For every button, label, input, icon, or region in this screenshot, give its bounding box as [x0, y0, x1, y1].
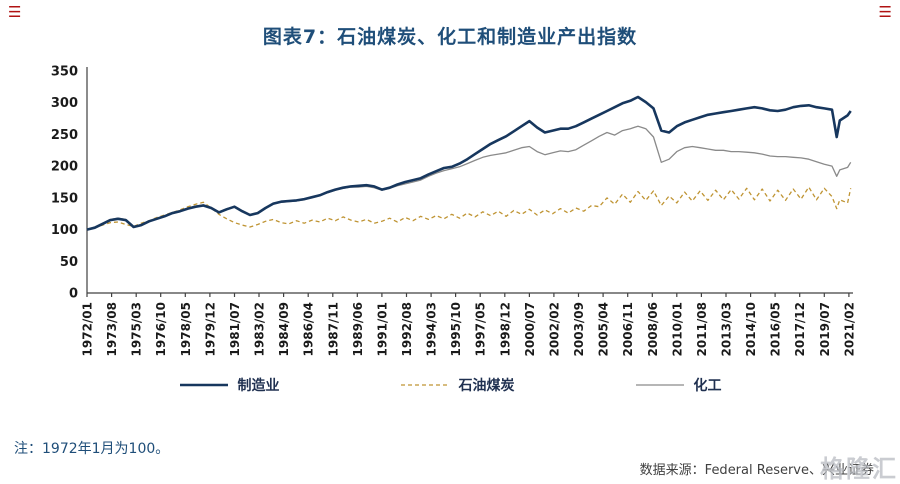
svg-text:1992/08: 1992/08	[400, 302, 414, 356]
legend-label-petroleum-coal: 石油煤炭	[458, 378, 515, 394]
svg-text:1994/03: 1994/03	[425, 302, 439, 356]
svg-text:2005/04: 2005/04	[597, 302, 611, 356]
svg-text:350: 350	[51, 65, 78, 80]
data-source: 数据来源：Federal Reserve、兴业证券	[639, 463, 874, 478]
page-title: 图表7：石油煤炭、化工和制造业产出指数	[262, 26, 638, 48]
svg-text:2008/06: 2008/06	[646, 302, 660, 356]
legend-item-manufacturing: 制造业	[179, 375, 280, 395]
petroleum-coal-line-swatch	[400, 384, 449, 386]
svg-text:1997/05: 1997/05	[474, 302, 488, 356]
svg-text:2021/02: 2021/02	[842, 302, 856, 356]
svg-text:2016/05: 2016/05	[769, 302, 783, 356]
svg-text:2000/07: 2000/07	[523, 302, 537, 356]
svg-text:2014/10: 2014/10	[744, 302, 758, 356]
svg-text:1979/12: 1979/12	[203, 302, 217, 356]
svg-text:1978/05: 1978/05	[179, 302, 193, 356]
chemical-line-swatch	[635, 384, 684, 386]
svg-text:1998/12: 1998/12	[498, 302, 512, 356]
svg-text:2010/01: 2010/01	[670, 302, 684, 356]
chart-legend: 制造业 石油煤炭 化工	[0, 375, 900, 395]
svg-text:1987/11: 1987/11	[326, 302, 340, 356]
line-chart: 0 50 100 150 200 250 300 350 1972/01 1973/08 1975/…	[35, 59, 865, 373]
legend-label-chemical: 化工	[693, 378, 722, 394]
svg-text:2003/09: 2003/09	[572, 302, 586, 356]
svg-text:1973/08: 1973/08	[105, 302, 119, 356]
red-logo-icon: ☰	[878, 3, 892, 21]
legend-item-chemical: 化工	[635, 375, 722, 395]
chart-note: 注：1972年1月为100。	[14, 441, 170, 457]
svg-text:2017/12: 2017/12	[793, 302, 807, 356]
chart-canvas: 0 50 100 150 200 250 300 350 1972/01 1973/08 1975/…	[51, 65, 857, 357]
svg-text:1975/03: 1975/03	[130, 302, 144, 356]
svg-text:2002/02: 2002/02	[547, 302, 561, 356]
svg-text:2019/07: 2019/07	[818, 302, 832, 356]
svg-text:1976/10: 1976/10	[154, 302, 168, 356]
svg-text:2006/11: 2006/11	[621, 302, 635, 356]
svg-text:250: 250	[51, 128, 78, 143]
svg-text:1986/04: 1986/04	[302, 302, 316, 356]
svg-text:300: 300	[51, 96, 78, 111]
svg-text:1995/10: 1995/10	[449, 302, 463, 356]
manufacturing-line-swatch	[179, 383, 228, 387]
legend-label-manufacturing: 制造业	[237, 378, 280, 394]
svg-text:0: 0	[69, 287, 78, 302]
svg-text:1981/07: 1981/07	[228, 302, 242, 356]
svg-text:2011/08: 2011/08	[695, 302, 709, 356]
svg-text:200: 200	[51, 160, 78, 175]
svg-text:1991/01: 1991/01	[375, 302, 389, 356]
svg-text:1989/06: 1989/06	[351, 302, 365, 356]
red-menu-icon: ☰	[8, 3, 22, 21]
svg-text:100: 100	[51, 223, 78, 238]
svg-text:50: 50	[60, 255, 78, 270]
legend-item-petroleum-coal: 石油煤炭	[400, 375, 515, 395]
svg-text:1983/02: 1983/02	[253, 302, 267, 356]
svg-text:1984/09: 1984/09	[277, 302, 291, 356]
svg-text:150: 150	[51, 191, 78, 206]
svg-text:1972/01: 1972/01	[81, 302, 95, 356]
svg-text:2013/03: 2013/03	[720, 302, 734, 356]
